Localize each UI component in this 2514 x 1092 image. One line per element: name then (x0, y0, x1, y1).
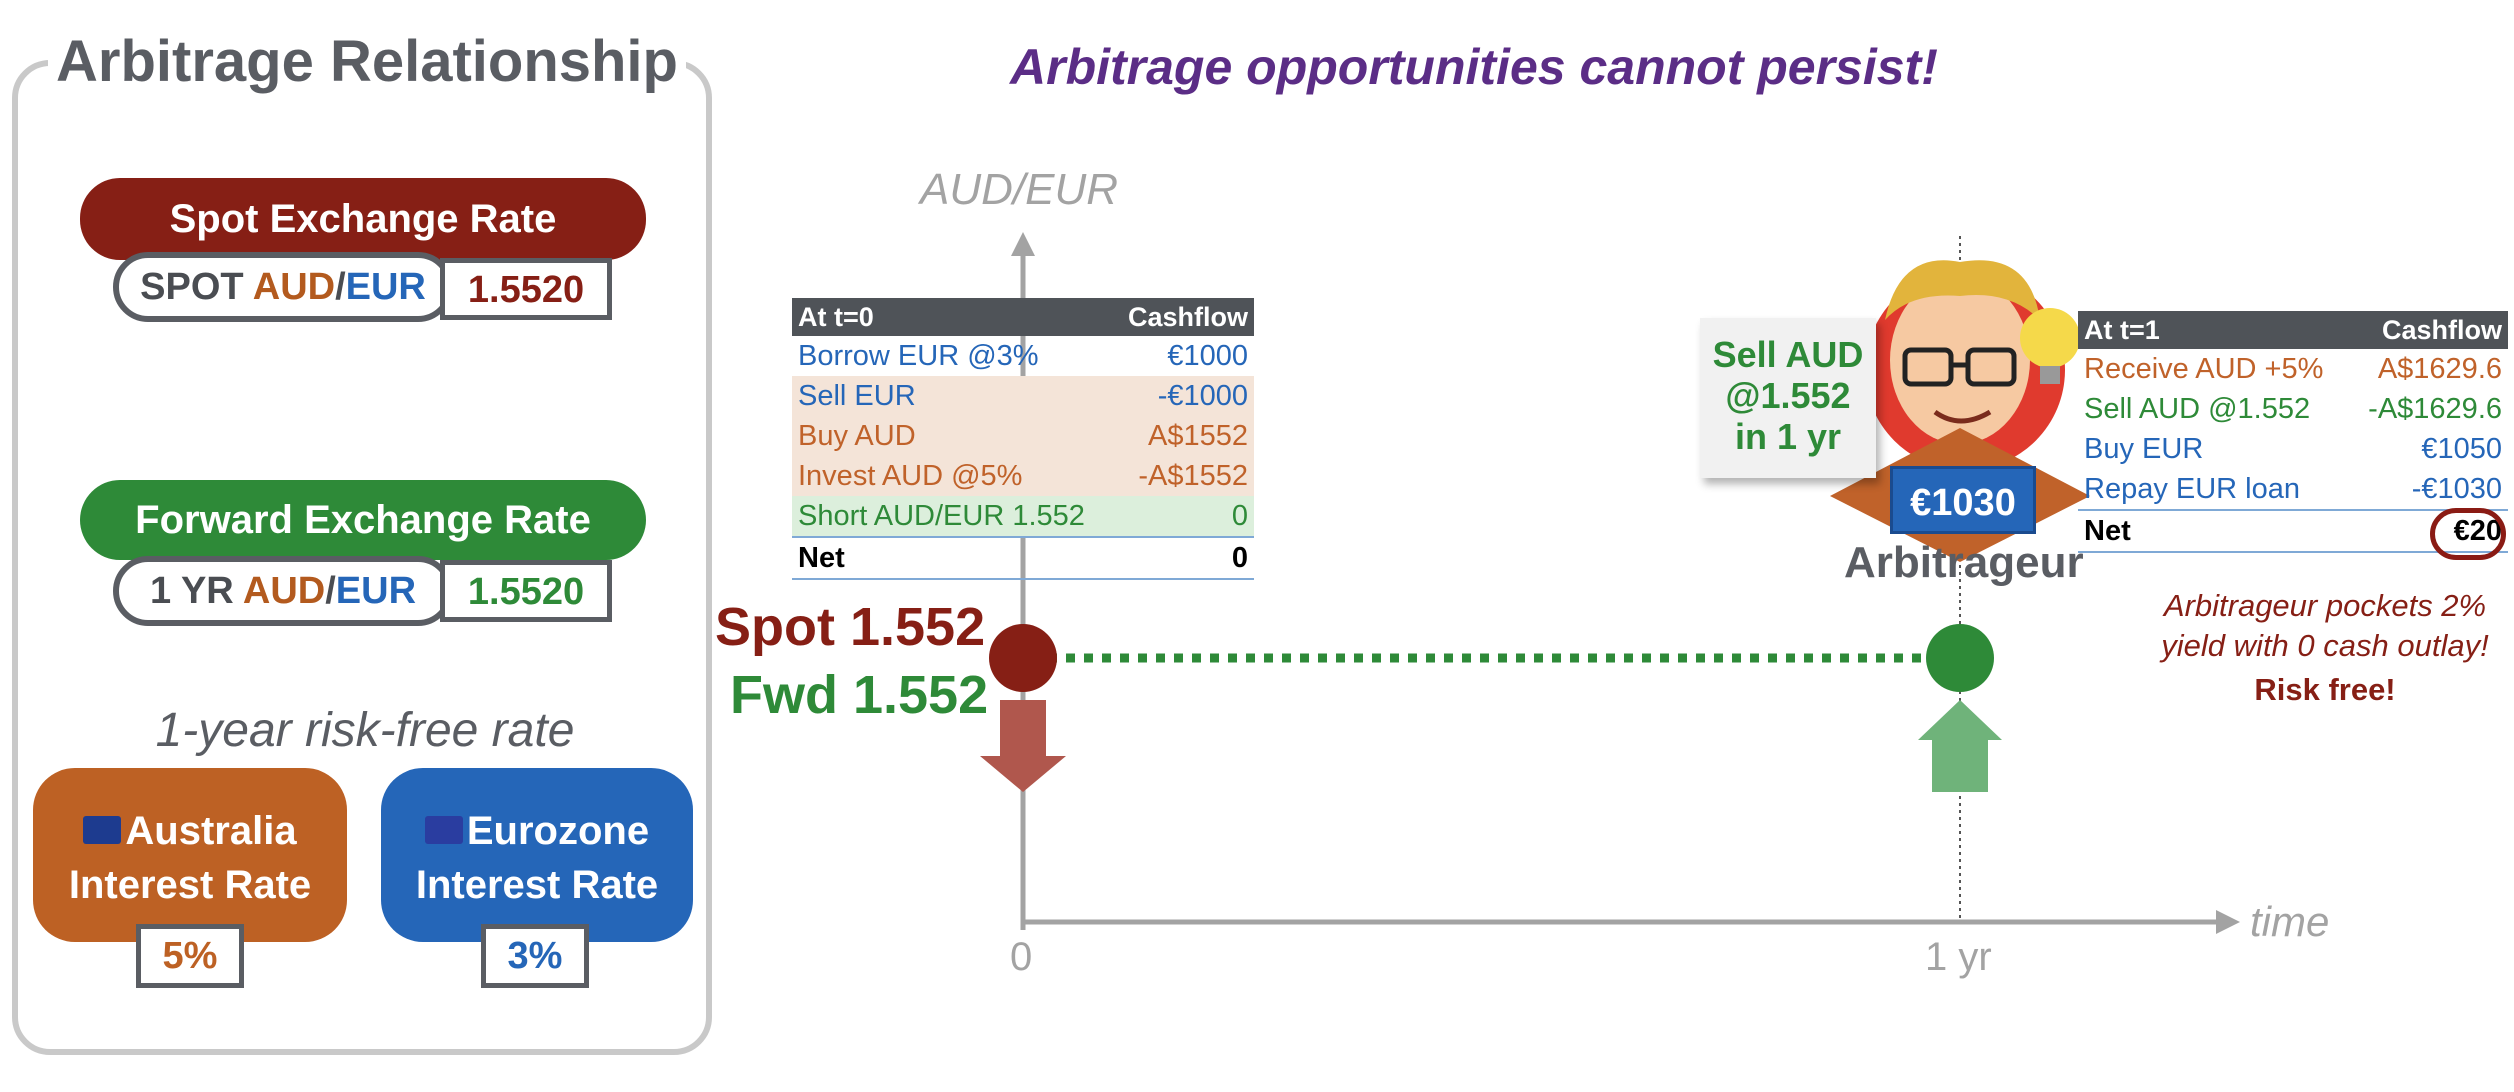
table-net-row: Net 0 (792, 537, 1254, 580)
risk-free-label: 1-year risk-free rate (155, 704, 575, 757)
table-net-row: Net €20 (2078, 510, 2508, 553)
forward-sep: / (325, 570, 336, 612)
table-row: Short AUD/EUR 1.552 0 (792, 496, 1254, 538)
row-item: Receive AUD +5% (2084, 352, 2324, 385)
row-value: -€1000 (1157, 379, 1248, 412)
eurozone-line1: Eurozone (466, 809, 650, 853)
tick-0: 0 (1010, 935, 1032, 979)
spot-marker-label: Spot 1.552 (715, 597, 986, 657)
x-axis-label: time (2250, 898, 2329, 945)
spot-point (989, 624, 1057, 692)
forward-rate-value: 1.5520 (440, 560, 612, 622)
australia-flag-icon (83, 816, 122, 845)
row-item: Short AUD/EUR 1.552 (792, 496, 1113, 538)
forward-aud: AUD (242, 570, 326, 612)
forward-rate-label: Forward Exchange Rate (80, 480, 646, 560)
forward-eur: EUR (335, 570, 417, 612)
spot-rate-value: 1.5520 (440, 258, 612, 320)
net-profit-highlight (2430, 508, 2506, 560)
spot-prefix: SPOT (140, 266, 244, 308)
table-header-row: At t=0 Cashflow (792, 298, 1254, 336)
row-item: Buy EUR (2084, 432, 2204, 465)
pocket-line1: Arbitrageur pockets 2% (2163, 588, 2487, 623)
australia-rate-value: 5% (136, 924, 244, 988)
row-value: -€1030 (2350, 469, 2508, 511)
tick-1yr: 1 yr (1925, 935, 1992, 979)
cashflow-table-t1: At t=1 Cashflow Receive AUD +5% A$1629.6 … (2078, 311, 2508, 553)
arbitrageur-label: Arbitrageur (1844, 538, 2084, 587)
headline: Arbitrage opportunities cannot persist! (1010, 39, 1938, 95)
forward-currency-code: 1 YR AUD/EUR (113, 556, 453, 626)
row-value: 0 (1112, 496, 1254, 538)
row-item: Borrow EUR @3% (798, 339, 1039, 372)
forward-marker-label: Fwd 1.552 (730, 665, 989, 725)
eurozone-line2: Interest Rate (415, 863, 659, 907)
row-item: Buy AUD (798, 419, 916, 452)
spot-aud: AUD (252, 266, 336, 308)
risk-free-note: Risk free! (2254, 672, 2396, 707)
row-value: A$1629.6 (2377, 352, 2502, 385)
row-value: -A$1629.6 (2368, 392, 2502, 425)
pocket-line2: yield with 0 cash outlay! (2161, 628, 2489, 663)
cashflow-table-t0: At t=0 Cashflow Borrow EUR @3% €1000 Sell… (792, 298, 1254, 580)
row-value: €1050 (2421, 432, 2502, 465)
eurozone-rate-card: Eurozone Interest Rate (381, 768, 693, 942)
row-item: Invest AUD @5% (798, 459, 1023, 492)
forward-point (1926, 624, 1994, 692)
table-row: Sell AUD @1.552 -A$1629.6 (2078, 389, 2508, 429)
table-row: Buy AUD A$1552 (792, 416, 1254, 456)
up-arrow-shaft (1932, 738, 1988, 792)
table-row: Borrow EUR @3% €1000 (792, 336, 1254, 376)
australia-rate-card: Australia Interest Rate (33, 768, 347, 942)
arbitrageur-note: Arbitrageur pockets 2% yield with 0 cash… (2140, 586, 2510, 666)
spot-sep: / (335, 266, 346, 308)
euro-amount-badge: €1030 (1890, 466, 2036, 534)
header-cashflow: Cashflow (2350, 311, 2508, 349)
note-line2: @1.552 (1725, 375, 1851, 416)
panel-title: Arbitrage Relationship (48, 28, 686, 95)
row-item: Net (2078, 510, 2351, 553)
eu-flag-icon (424, 816, 463, 845)
header-item: At t=1 (2078, 311, 2351, 349)
y-axis-label: AUD/EUR (917, 165, 1118, 214)
table-header-row: At t=1 Cashflow (2078, 311, 2508, 349)
row-item: Sell EUR (798, 379, 916, 412)
row-value: €1000 (1167, 339, 1248, 372)
spot-eur: EUR (345, 266, 426, 308)
header-cashflow: Cashflow (1112, 298, 1254, 336)
table-row: Sell EUR -€1000 (792, 376, 1254, 416)
row-value: A$1552 (1148, 419, 1248, 452)
table-row: Repay EUR loan -€1030 (2078, 469, 2508, 511)
spot-rate-label: Spot Exchange Rate (80, 178, 646, 260)
note-line1: Sell AUD (1712, 334, 1864, 375)
x-axis-arrow-icon (2216, 910, 2240, 934)
header-item: At t=0 (792, 298, 1113, 336)
table-row: Buy EUR €1050 (2078, 429, 2508, 469)
note-line3: in 1 yr (1734, 416, 1842, 457)
row-value: -A$1552 (1138, 459, 1248, 492)
row-item: Sell AUD @1.552 (2084, 392, 2311, 425)
row-item: Repay EUR loan (2078, 469, 2351, 511)
table-row: Invest AUD @5% -A$1552 (792, 456, 1254, 496)
down-arrow-shaft (1000, 700, 1046, 758)
row-value: 0 (1112, 537, 1254, 580)
australia-line2: Interest Rate (68, 863, 312, 907)
y-axis-arrow-icon (1011, 232, 1035, 256)
sell-aud-note: Sell AUD @1.552 in 1 yr (1700, 318, 1876, 478)
eurozone-rate-value: 3% (481, 924, 589, 988)
up-arrow-icon (1918, 700, 2002, 740)
spot-currency-code: SPOT AUD/EUR (113, 252, 453, 322)
row-item: Net (792, 537, 1113, 580)
table-row: Receive AUD +5% A$1629.6 (2078, 349, 2508, 389)
down-arrow-icon (980, 756, 1066, 792)
forward-prefix: 1 YR (149, 570, 234, 612)
australia-line1: Australia (125, 809, 297, 853)
